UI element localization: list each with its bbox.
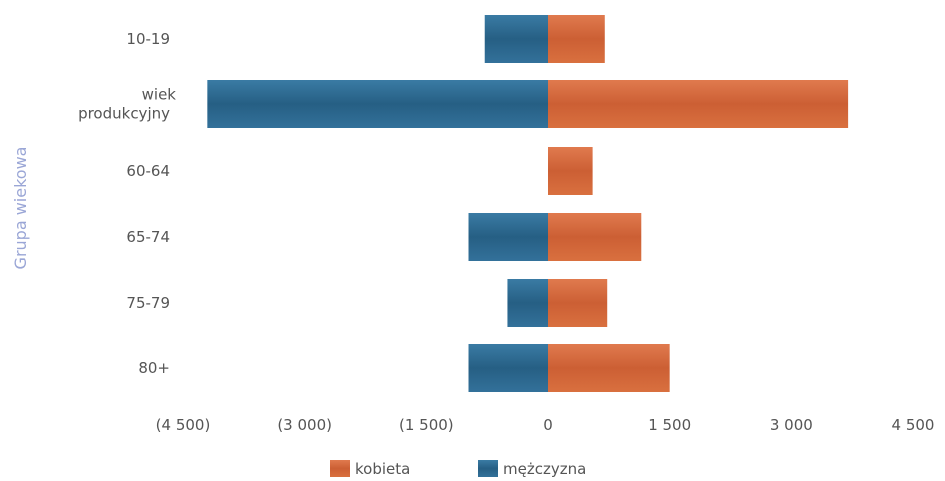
y-tick-labels: 10-19 wiek produkcyjny 60-64 65-74 75-79 80+ <box>78 30 176 377</box>
bar-mezczyzna-4 <box>507 279 548 327</box>
y-tick-label-4: 75-79 <box>126 294 170 312</box>
x-tick-label-6: 4 500 <box>892 416 935 434</box>
legend: kobieta mężczyzna <box>330 460 586 478</box>
legend-label-mezczyzna: mężczyzna <box>503 460 586 478</box>
y-axis-title: Grupa wiekowa <box>11 147 30 270</box>
x-tick-label-4: 1 500 <box>648 416 691 434</box>
bar-mezczyzna-1 <box>207 80 549 128</box>
y-tick-label-0: 10-19 <box>126 30 170 48</box>
bar-mezczyzna-5 <box>468 344 548 392</box>
bars-group <box>207 15 849 392</box>
x-tick-labels: (4 500) (3 000) (1 500) 0 1 500 3 000 4 500 <box>156 416 935 434</box>
x-tick-label-1: (3 000) <box>277 416 332 434</box>
y-tick-label-1: wiek produkcyjny <box>78 86 176 123</box>
legend-swatch-mezczyzna <box>478 460 498 477</box>
bar-kobieta-4 <box>548 279 608 327</box>
bar-mezczyzna-3 <box>468 213 548 261</box>
x-tick-label-5: 3 000 <box>770 416 813 434</box>
x-tick-label-0: (4 500) <box>156 416 211 434</box>
bar-kobieta-2 <box>548 147 593 195</box>
x-tick-label-2: (1 500) <box>399 416 454 434</box>
legend-label-kobieta: kobieta <box>355 460 410 478</box>
bar-kobieta-5 <box>548 344 670 392</box>
bar-kobieta-3 <box>548 213 642 261</box>
bar-kobieta-0 <box>548 15 605 63</box>
y-tick-label-5: 80+ <box>138 359 170 377</box>
x-tick-label-3: 0 <box>543 416 553 434</box>
legend-swatch-kobieta <box>330 460 350 477</box>
bar-mezczyzna-0 <box>484 15 548 63</box>
bar-kobieta-1 <box>548 80 849 128</box>
y-tick-label-2: 60-64 <box>126 162 170 180</box>
y-tick-label-3: 65-74 <box>126 228 170 246</box>
